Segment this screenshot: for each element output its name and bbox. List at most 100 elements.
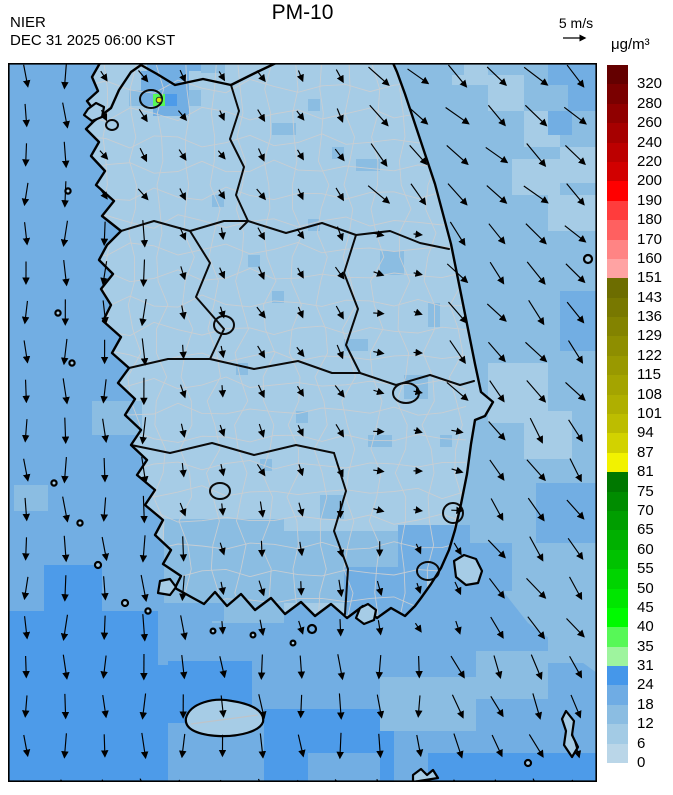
wind-arrow — [415, 695, 423, 718]
wind-arrow — [22, 695, 30, 718]
wind-arrow — [256, 188, 266, 201]
wind-arrow — [100, 70, 108, 82]
wind-arrow — [564, 225, 587, 243]
wind-arrow — [489, 380, 505, 403]
colorbar-tick-label: 170 — [637, 230, 663, 248]
wind-arrow — [22, 64, 31, 88]
wind-arrow — [217, 189, 226, 200]
wind-arrow — [296, 385, 304, 397]
wind-arrow — [570, 694, 582, 719]
wind-arrow — [101, 418, 109, 443]
wind-arrow — [567, 538, 584, 561]
wind-arrow — [296, 228, 305, 240]
concentration-cell — [272, 291, 284, 303]
wind-arrow — [218, 110, 225, 121]
wind-arrow — [528, 734, 544, 758]
wind-arrow — [100, 457, 109, 483]
colorbar-segment — [607, 161, 628, 182]
wind-arrow — [526, 380, 547, 403]
wind-arrow — [415, 655, 423, 679]
colorbar-tick-label: 81 — [637, 463, 654, 481]
wind-arrow — [257, 654, 266, 680]
concentration-cell — [308, 753, 380, 782]
dmz-border-line — [93, 63, 277, 122]
wind-arrow — [297, 541, 305, 557]
wind-arrow — [258, 501, 266, 518]
colorbar-segment — [607, 569, 628, 589]
colorbar-segment — [607, 549, 628, 570]
wind-arrow — [139, 535, 148, 563]
colorbar-tick-label: 143 — [637, 288, 663, 306]
wind-arrow — [414, 622, 422, 633]
colorbar-segment — [607, 433, 628, 454]
wind-arrow — [565, 263, 586, 284]
wind-arrow — [60, 614, 69, 641]
colorbar-segment — [607, 317, 628, 337]
wind-arrow — [566, 499, 585, 520]
colorbar-tick-label: 87 — [637, 443, 654, 461]
wind-arrow — [179, 384, 187, 399]
wind-arrow — [218, 345, 226, 359]
wind-arrow — [179, 423, 187, 438]
wind-arrow — [409, 144, 428, 166]
colorbar-segment — [607, 200, 628, 221]
colorbar-segment — [607, 220, 628, 240]
wind-arrow — [179, 188, 186, 201]
wind-arrow — [22, 379, 30, 404]
wind-arrow — [140, 614, 149, 642]
wind-arrow — [448, 301, 468, 324]
colorbar-tick-label: 320 — [637, 75, 663, 93]
wind-arrow — [62, 260, 70, 287]
wind-arrow — [177, 110, 188, 122]
wind-arrow — [296, 188, 304, 201]
colorbar-tick-label: 129 — [637, 327, 663, 345]
korea-pm10-map — [8, 63, 597, 782]
concentration-cell — [476, 651, 548, 699]
wind-arrow — [21, 576, 30, 601]
wind-arrow — [22, 143, 30, 167]
wind-arrow — [447, 64, 468, 88]
wind-arrow — [413, 269, 423, 277]
wind-arrow — [373, 506, 385, 514]
wind-arrow — [140, 574, 149, 602]
wind-arrow — [60, 220, 69, 247]
wind-arrow — [258, 733, 267, 759]
colorbar-segment — [607, 414, 628, 434]
province-boundaries — [105, 84, 475, 615]
wind-arrow — [566, 64, 585, 88]
wind-arrow — [61, 575, 69, 602]
wind-arrow — [61, 693, 70, 720]
concentration-cell — [14, 485, 48, 511]
wind-arrow — [453, 542, 462, 556]
wind-arrow — [490, 498, 504, 521]
colorbar-segment — [607, 627, 628, 648]
wind-arrow — [21, 182, 30, 207]
colorbar-tick-label: 70 — [637, 501, 654, 519]
wind-arrow — [22, 497, 31, 522]
wind-arrow — [101, 694, 109, 719]
wind-arrow — [100, 497, 109, 522]
wind-arrow — [334, 385, 345, 398]
colorbar-segment — [607, 103, 628, 124]
wind-arrow — [523, 66, 549, 86]
wind-arrow — [413, 308, 423, 316]
wind-reference-label: 5 m/s — [558, 15, 594, 31]
wind-arrow — [336, 732, 344, 760]
wind-arrow — [258, 619, 266, 636]
colorbar-tick-label: 40 — [637, 618, 654, 636]
concentration-cell — [512, 159, 560, 195]
concentration-cell — [248, 255, 260, 267]
wind-arrow — [296, 267, 304, 279]
concentration-cell — [488, 75, 524, 111]
wind-arrow — [297, 581, 305, 596]
colorbar-segment — [607, 452, 628, 473]
wind-arrow — [526, 143, 547, 167]
geoje-island — [452, 553, 484, 587]
wind-arrow — [257, 227, 265, 241]
colorbar-segment — [607, 258, 628, 279]
wind-arrow — [413, 426, 423, 435]
concentration-cell — [440, 435, 452, 447]
concentration-cell — [428, 753, 597, 782]
wind-arrow — [564, 144, 586, 166]
wind-arrow — [446, 382, 469, 401]
